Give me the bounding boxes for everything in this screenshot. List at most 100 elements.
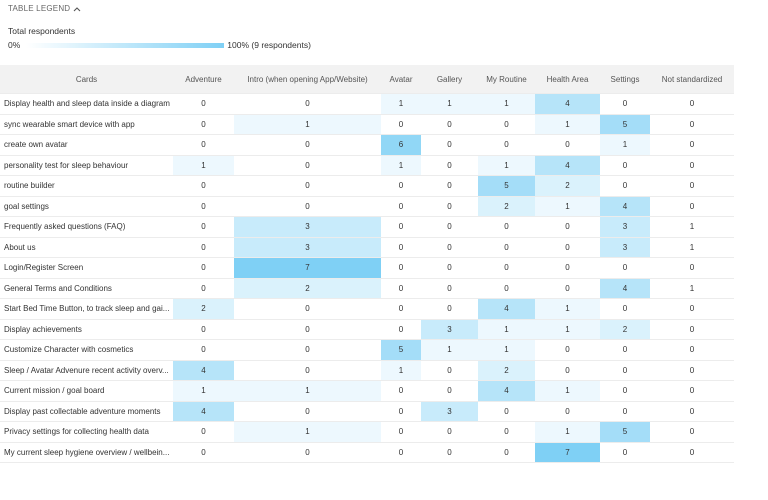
card-name: routine builder: [0, 175, 173, 196]
count-cell: 7: [535, 441, 600, 463]
count-cell: 0: [173, 93, 234, 114]
legend-min: 0%: [8, 40, 21, 50]
count-cell: 0: [478, 113, 535, 135]
count-cell: 0: [478, 421, 535, 442]
count-cell: 0: [650, 380, 734, 401]
count-cell: 0: [234, 359, 381, 381]
count-cell: 1: [535, 113, 600, 135]
count-cell: 1: [600, 134, 650, 155]
count-cell: 0: [421, 277, 478, 299]
table-row: personality test for sleep behaviour 1 0 1 0…: [0, 154, 734, 176]
count-cell: 0: [650, 113, 734, 135]
count-cell: 0: [535, 257, 600, 278]
table-row: Customize Character with cosmetics 0 0 5 1 1 0…: [0, 339, 734, 360]
card-name: Sleep / Avatar Advenure recent activity …: [0, 359, 173, 381]
count-cell: 0: [600, 93, 650, 114]
count-cell: 3: [234, 216, 381, 237]
card-name: Current mission / goal board: [0, 380, 173, 401]
legend-scale: 0% 100% (9 respondents): [8, 40, 311, 50]
table-row: General Terms and Conditions 0 2 0 0 0 0 4 1: [0, 277, 734, 299]
column-header: Gallery: [421, 65, 478, 94]
card-name: Display health and sleep data inside a d…: [0, 93, 173, 114]
count-cell: 0: [421, 134, 478, 155]
count-cell: 1: [234, 113, 381, 135]
card-name: Start Bed Time Button, to track sleep an…: [0, 298, 173, 319]
count-cell: 3: [600, 236, 650, 258]
count-cell: 0: [234, 154, 381, 176]
count-cell: 0: [421, 421, 478, 442]
count-cell: 0: [650, 257, 734, 278]
column-header: My Routine: [478, 65, 535, 94]
count-cell: 0: [535, 216, 600, 237]
table-row: sync wearable smart device with app 0 1 0 0 0…: [0, 113, 734, 135]
count-cell: 0: [478, 441, 535, 463]
count-cell: 5: [600, 113, 650, 135]
table-row: goal settings 0 0 0 0 2 1 4 0: [0, 195, 734, 217]
count-cell: 1: [234, 380, 381, 401]
card-name: My current sleep hygiene overview / well…: [0, 441, 173, 463]
card-name: About us: [0, 236, 173, 258]
count-cell: 1: [650, 277, 734, 299]
table-row: Start Bed Time Button, to track sleep an…: [0, 298, 734, 319]
count-cell: 0: [421, 359, 478, 381]
column-header: Avatar: [381, 65, 421, 94]
count-cell: 0: [173, 339, 234, 360]
table-row: Display past collectable adventure momen…: [0, 400, 734, 422]
column-header: Cards: [0, 65, 173, 94]
card-name: create own avatar: [0, 134, 173, 155]
count-cell: 0: [650, 154, 734, 176]
count-cell: 0: [478, 277, 535, 299]
legend-toggle[interactable]: TABLE LEGEND: [8, 4, 311, 13]
count-cell: 0: [535, 400, 600, 422]
card-name: goal settings: [0, 195, 173, 217]
count-cell: 0: [650, 339, 734, 360]
count-cell: 0: [381, 400, 421, 422]
count-cell: 0: [478, 257, 535, 278]
count-cell: 0: [173, 175, 234, 196]
count-cell: 0: [234, 400, 381, 422]
count-cell: 0: [234, 318, 381, 340]
count-cell: 1: [535, 195, 600, 217]
count-cell: 7: [234, 257, 381, 278]
count-cell: 1: [535, 421, 600, 442]
count-cell: 0: [600, 298, 650, 319]
count-cell: 0: [650, 195, 734, 217]
count-cell: 0: [381, 175, 421, 196]
count-cell: 4: [535, 93, 600, 114]
column-header: Not standardized: [650, 65, 734, 94]
count-cell: 0: [421, 195, 478, 217]
count-cell: 0: [381, 257, 421, 278]
count-cell: 0: [650, 441, 734, 463]
count-cell: 0: [381, 277, 421, 299]
results-table: Cards Adventure Intro (when opening App/We…: [0, 65, 734, 463]
count-cell: 0: [234, 175, 381, 196]
count-cell: 1: [234, 421, 381, 442]
count-cell: 4: [173, 359, 234, 381]
count-cell: 0: [535, 236, 600, 258]
legend-title: TABLE LEGEND: [8, 4, 71, 13]
count-cell: 0: [421, 257, 478, 278]
count-cell: 4: [478, 298, 535, 319]
card-name: Customize Character with cosmetics: [0, 339, 173, 360]
count-cell: 0: [381, 298, 421, 319]
count-cell: 0: [381, 195, 421, 217]
count-cell: 0: [173, 216, 234, 237]
table-row: Login/Register Screen 0 7 0 0 0 0 0 0: [0, 257, 734, 278]
count-cell: 0: [234, 134, 381, 155]
column-header: Health Area: [535, 65, 600, 94]
count-cell: 0: [381, 380, 421, 401]
count-cell: 0: [234, 298, 381, 319]
count-cell: 0: [421, 298, 478, 319]
count-cell: 5: [381, 339, 421, 360]
count-cell: 0: [173, 277, 234, 299]
count-cell: 1: [478, 93, 535, 114]
count-cell: 1: [381, 93, 421, 114]
count-cell: 1: [535, 318, 600, 340]
count-cell: 0: [600, 257, 650, 278]
count-cell: 0: [234, 93, 381, 114]
count-cell: 1: [478, 154, 535, 176]
chevron-up: [73, 6, 81, 11]
count-cell: 2: [478, 359, 535, 381]
count-cell: 4: [600, 277, 650, 299]
card-name: sync wearable smart device with app: [0, 113, 173, 135]
